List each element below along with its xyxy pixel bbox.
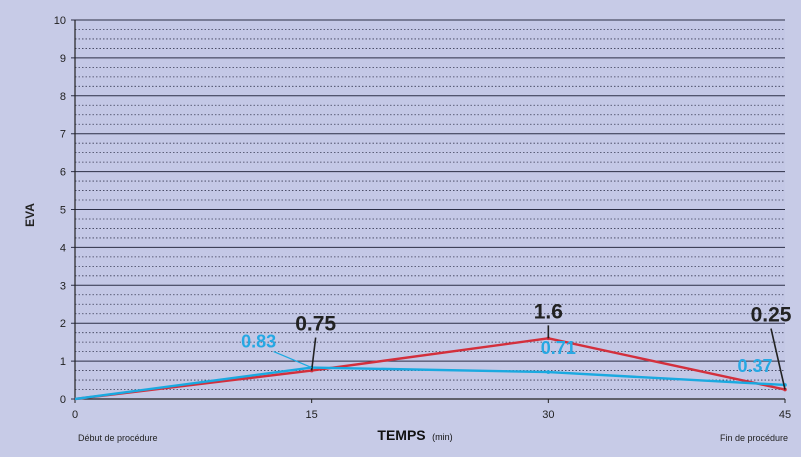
y-tick-label: 3 <box>60 280 66 292</box>
data-label-red: 1.6 <box>534 300 563 323</box>
data-labels: 0.75 0.83 1.6 0.71 0.25 0.37 <box>241 300 792 390</box>
x-axis-label-unit: (min) <box>432 432 453 442</box>
data-label-blue: 0.37 <box>737 356 772 376</box>
y-tick-label: 2 <box>60 318 66 330</box>
y-tick-label: 4 <box>60 242 66 254</box>
gridlines <box>71 19 785 400</box>
data-label-blue: 0.83 <box>241 332 276 352</box>
y-tick-label: 0 <box>60 394 66 406</box>
data-label-leader <box>770 328 786 390</box>
data-label-blue: 0.71 <box>541 338 576 358</box>
y-tick-label: 5 <box>60 205 66 217</box>
x-start-label: Début de procédure <box>78 433 158 443</box>
y-tick-label: 10 <box>54 15 66 27</box>
x-end-label: Fin de procédure <box>720 433 788 443</box>
x-tick-label: 15 <box>306 409 318 421</box>
y-tick-label: 8 <box>60 91 66 103</box>
y-tick-label: 9 <box>60 53 66 65</box>
x-axis-label-text: TEMPS <box>377 427 425 443</box>
y-axis-label: EVA <box>23 203 37 227</box>
x-tick-label: 45 <box>779 409 791 421</box>
y-tick-label: 7 <box>60 129 66 141</box>
data-label-red: 0.75 <box>295 313 336 336</box>
data-label-leader <box>310 337 317 371</box>
series-red-line <box>74 337 786 401</box>
x-axis-label: TEMPS (min) <box>377 427 452 444</box>
x-tick-label: 30 <box>542 409 554 421</box>
data-label-red: 0.25 <box>751 304 792 327</box>
data-label-leader <box>273 350 312 369</box>
series-blue-line <box>74 366 786 401</box>
data-point <box>546 370 551 374</box>
y-tick-label: 1 <box>60 356 66 368</box>
x-tick-label: 0 <box>72 409 78 421</box>
y-tick-label: 6 <box>60 167 66 179</box>
